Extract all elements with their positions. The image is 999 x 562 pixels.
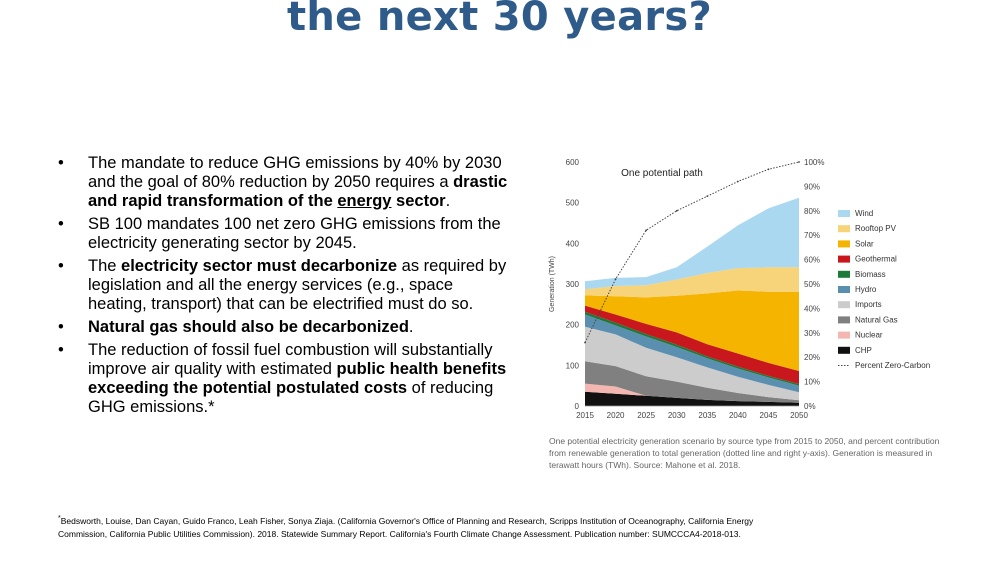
x-tick-label: 2015 <box>576 411 594 420</box>
area-solar <box>585 290 799 371</box>
legend-label: Hydro <box>855 285 877 294</box>
bullet-text: of reducing GHG emissions.* <box>88 379 494 416</box>
bullet-dot: • <box>58 215 64 233</box>
legend-swatch <box>838 331 850 339</box>
legend-label: Biomass <box>855 270 886 279</box>
bullet-text: . <box>408 318 414 336</box>
area-hydro <box>585 314 799 393</box>
legend-label: Natural Gas <box>855 315 898 324</box>
bullet-dot: • <box>58 318 64 336</box>
line-percent-zero-carbon <box>584 161 800 343</box>
x-tick-label: 2045 <box>760 411 778 420</box>
y2-tick-label: 80% <box>804 207 820 216</box>
bullet-dot: • <box>58 257 64 275</box>
bullet-text: sector <box>391 192 446 210</box>
x-tick-label: 2025 <box>637 411 655 420</box>
chart-panel: 0 100 200 300 400 500 600 0% 10% 20% 30% 40% 50% 60% 7… <box>540 150 960 480</box>
bullet-item: • The reduction of fossil fuel combustion… <box>58 341 510 417</box>
legend-swatch <box>838 270 850 278</box>
y-tick-label: 0 <box>575 402 580 411</box>
bullet-item: • The mandate to reduce GHG emissions by … <box>58 154 510 211</box>
bullet-text: The <box>88 257 122 275</box>
y-tick-label: 200 <box>566 321 580 330</box>
line-point <box>584 341 586 344</box>
area-nuclear <box>585 383 799 403</box>
bullet-text: drastic and rapid transformation of the <box>88 173 508 210</box>
area-rooftop-pv <box>585 267 799 298</box>
y2-tick-label: 70% <box>804 231 820 240</box>
bullet-text: The mandate to reduce GHG emissions by 4… <box>88 154 502 191</box>
legend-label: Rooftop PV <box>855 224 897 233</box>
footnote-mark: * <box>58 515 61 522</box>
bullet-dot: • <box>58 154 64 172</box>
bullet-dot: • <box>58 341 64 359</box>
bullet-item: • The electricity sector must decarbonize… <box>58 257 510 314</box>
footnote: *Bedsworth, Louise, Dan Cayan, Guido Fra… <box>58 512 758 541</box>
legend-label: CHP <box>855 346 872 355</box>
y-tick-label: 600 <box>566 158 580 167</box>
bullet-list: • The mandate to reduce GHG emissions by … <box>58 154 510 421</box>
y2-tick-label: 100% <box>804 158 824 167</box>
legend-swatch <box>838 346 850 354</box>
legend-swatch <box>838 255 850 263</box>
bullet-item: • Natural gas should also be decarbonized… <box>58 318 510 337</box>
legend-swatch <box>838 286 850 293</box>
bullet-text: Natural gas should also be decarbonized <box>88 318 409 336</box>
slide-title: the next 30 years? <box>286 0 713 40</box>
legend-label: Imports <box>855 300 882 309</box>
y-axis-label: Generation (TWh) <box>549 256 556 312</box>
y2-tick-label: 10% <box>804 378 820 387</box>
area-imports <box>585 326 799 401</box>
line-point <box>706 195 709 198</box>
y-tick-label: 100 <box>566 361 580 370</box>
energy-generation-chart: 0 100 200 300 400 500 600 0% 10% 20% 30% 40% 50% 60% 7… <box>549 158 930 420</box>
x-tick-label: 2020 <box>607 411 625 420</box>
legend-label: Wind <box>855 209 873 218</box>
chart-caption: One potential electricity generation sce… <box>549 436 940 470</box>
bullet-text: electricity sector must decarbonize <box>121 257 398 275</box>
line-point <box>675 209 678 212</box>
legend-label: Solar <box>855 239 874 248</box>
legend-label: Percent Zero-Carbon <box>855 361 930 370</box>
line-point <box>767 168 770 171</box>
x-tick-label: 2040 <box>729 411 747 420</box>
area-wind <box>585 197 799 290</box>
x-tick-label: 2050 <box>790 411 808 420</box>
y-tick-label: 300 <box>566 280 580 289</box>
legend-label: Geothermal <box>855 255 897 264</box>
chart-title: One potential path <box>621 168 703 179</box>
legend-swatch <box>838 301 850 309</box>
area-natural-gas <box>585 361 799 403</box>
y-tick-label: 500 <box>566 199 580 208</box>
bullet-text: as required by legislation and all the e… <box>88 257 507 313</box>
bullet-text: public health benefits exceeding the pot… <box>88 360 507 397</box>
footnote-text: Bedsworth, Louise, Dan Cayan, Guido Fran… <box>58 515 754 539</box>
line-point <box>645 229 648 232</box>
bullet-text: The reduction of fossil fuel combustion … <box>88 341 493 378</box>
legend-swatch <box>838 240 850 248</box>
legend-swatch <box>838 316 850 324</box>
y2-tick-label: 20% <box>804 353 820 362</box>
bullet-text: energy <box>337 192 392 210</box>
line-point <box>736 180 739 183</box>
x-tick-label: 2030 <box>668 411 686 420</box>
line-point <box>614 278 617 281</box>
bullet-item: • SB 100 mandates 100 net zero GHG emissi… <box>58 215 510 253</box>
bullet-text: SB 100 mandates 100 net zero GHG emissio… <box>88 215 501 252</box>
y2-tick-label: 0% <box>804 402 816 411</box>
y2-tick-label: 60% <box>804 256 820 265</box>
legend-label: Nuclear <box>855 331 883 340</box>
y2-tick-label: 40% <box>804 304 820 313</box>
x-tick-label: 2035 <box>698 411 716 420</box>
y2-tick-label: 50% <box>804 280 820 289</box>
bullet-text: . <box>445 192 451 210</box>
y2-tick-label: 30% <box>804 329 820 338</box>
legend-swatch <box>838 210 850 217</box>
area-geothermal <box>585 305 799 384</box>
line-point <box>798 161 800 163</box>
y2-tick-label: 90% <box>804 182 820 191</box>
legend-swatch <box>838 225 850 233</box>
y-tick-label: 400 <box>566 239 580 248</box>
